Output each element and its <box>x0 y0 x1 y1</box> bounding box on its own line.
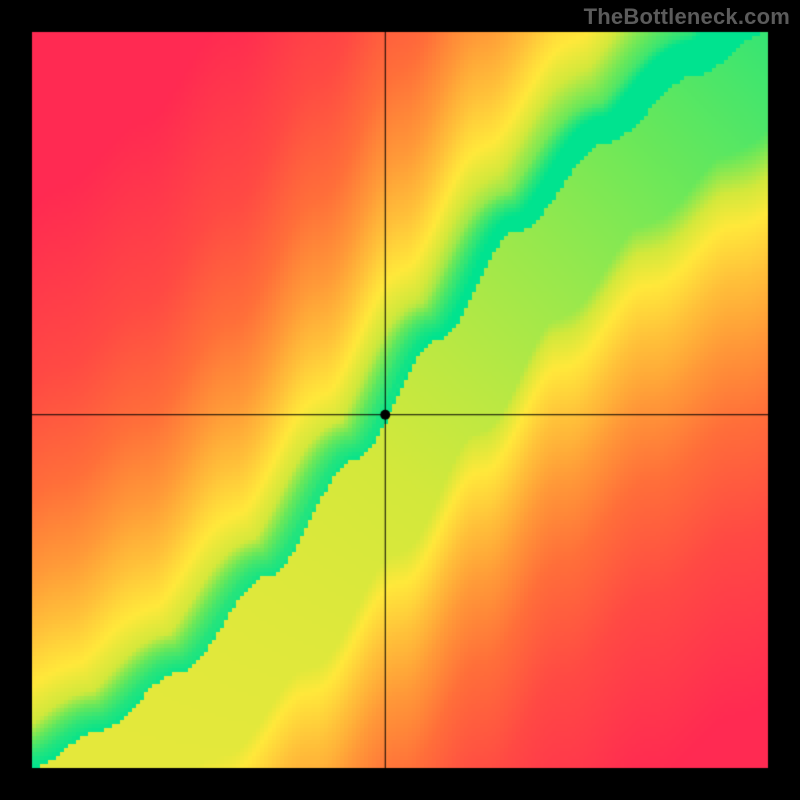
watermark-text: TheBottleneck.com <box>584 4 790 30</box>
root-container: TheBottleneck.com <box>0 0 800 800</box>
bottleneck-heatmap <box>0 0 800 800</box>
